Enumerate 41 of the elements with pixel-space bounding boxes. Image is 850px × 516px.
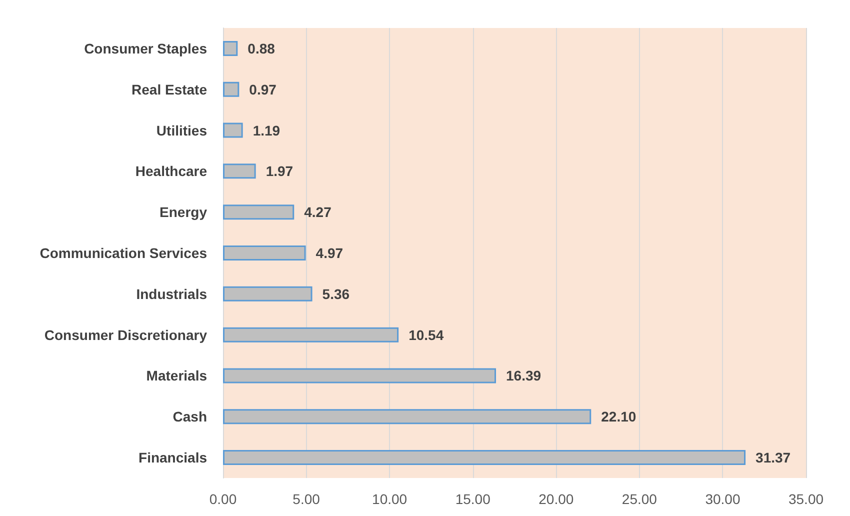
y-tick-label: Real Estate xyxy=(132,81,208,98)
x-tick-label: 10.00 xyxy=(372,491,408,507)
y-tick-label: Materials xyxy=(146,368,208,384)
x-tick-label: 20.00 xyxy=(538,491,574,507)
bar xyxy=(223,40,238,56)
bar xyxy=(223,122,243,138)
bar xyxy=(223,164,256,179)
bar xyxy=(223,246,306,260)
data-label: 16.39 xyxy=(506,368,542,384)
bar xyxy=(223,450,746,466)
y-tick-label: Energy xyxy=(160,204,208,220)
x-tick-label: 0.00 xyxy=(209,491,237,507)
y-tick-label: Consumer Discretionary xyxy=(44,326,208,343)
y-tick-label: Financials xyxy=(138,450,208,466)
data-label: 10.54 xyxy=(408,326,444,343)
y-tick-label: Communication Services xyxy=(40,245,208,261)
data-label: 22.10 xyxy=(601,408,636,425)
x-tick-label: 30.00 xyxy=(705,491,740,507)
bar xyxy=(223,286,312,302)
y-tick-label: Utilities xyxy=(156,122,208,138)
data-label: 0.97 xyxy=(249,81,277,98)
x-tick-label: 35.00 xyxy=(788,491,824,507)
data-label: 4.27 xyxy=(304,204,332,220)
y-tick-label: Consumer Staples xyxy=(84,40,208,56)
bar xyxy=(223,204,294,220)
data-label: 5.36 xyxy=(322,286,350,302)
y-tick-label: Industrials xyxy=(136,286,208,302)
data-label: 1.19 xyxy=(252,122,280,138)
x-tick-label: 5.00 xyxy=(292,491,320,507)
y-tick-label: Cash xyxy=(172,408,207,425)
x-tick-label: 25.00 xyxy=(622,491,658,507)
bar xyxy=(223,327,399,342)
data-label: 0.88 xyxy=(248,40,276,56)
data-label: 1.97 xyxy=(266,163,294,180)
data-label: 31.37 xyxy=(756,450,791,466)
bar xyxy=(223,82,240,97)
data-label: 4.97 xyxy=(316,245,344,261)
bar xyxy=(223,409,592,424)
bar xyxy=(223,368,496,384)
x-tick-label: 15.00 xyxy=(455,491,491,507)
y-tick-label: Healthcare xyxy=(135,163,208,180)
